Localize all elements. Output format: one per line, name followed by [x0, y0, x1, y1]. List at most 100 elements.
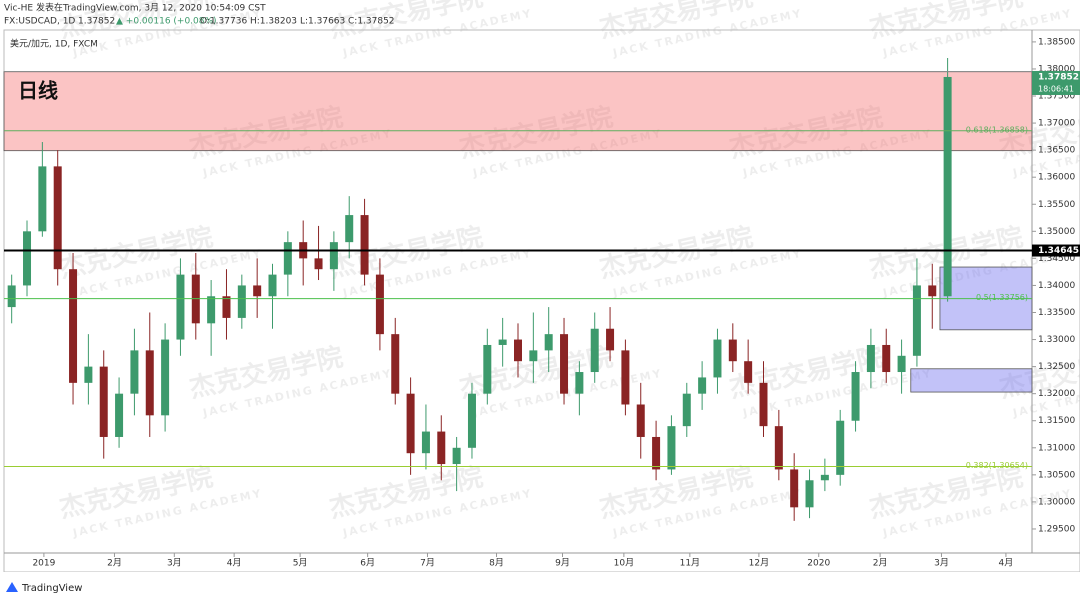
candle-body — [713, 339, 722, 378]
candle-body — [851, 372, 860, 421]
footer — [0, 572, 1080, 600]
candle-body — [759, 382, 768, 427]
ohlc-high: H:1.38203 — [250, 17, 297, 27]
candle-body — [99, 366, 108, 437]
x-tick-label: 9月 — [555, 558, 570, 569]
y-tick-label: 1.32500 — [1038, 362, 1075, 372]
y-tick-label: 1.37500 — [1038, 92, 1075, 102]
candle-body — [882, 344, 891, 373]
countdown: 18:06:41 — [1038, 84, 1074, 93]
candle-body — [23, 231, 32, 286]
candle-body — [805, 480, 814, 508]
x-tick-label: 5月 — [293, 558, 308, 569]
y-tick-label: 1.30000 — [1038, 497, 1075, 507]
price-tag-label: 1.37852 — [1038, 72, 1079, 82]
x-tick-label: 4月 — [227, 558, 242, 569]
change: ▲ +0.00116 (+0.08%) — [116, 17, 217, 27]
y-tick-label: 1.34000 — [1038, 281, 1075, 291]
candle-body — [345, 215, 354, 243]
candle-body — [912, 285, 921, 356]
candle-body — [7, 285, 16, 308]
ohlc-open: O:1.37736 — [200, 17, 247, 27]
candle-body — [774, 426, 783, 470]
y-tick-label: 1.35500 — [1038, 200, 1075, 210]
candle-body — [176, 274, 185, 340]
price-tag — [1032, 70, 1080, 95]
candle-body — [145, 350, 154, 416]
candle-body — [836, 420, 845, 475]
y-tick-label: 1.36000 — [1038, 173, 1075, 183]
x-tick-label: 2019 — [32, 559, 55, 569]
candle-body — [483, 344, 492, 394]
x-tick-label: 7月 — [420, 558, 435, 569]
candle-body — [329, 242, 338, 270]
candle-body — [161, 339, 170, 416]
candle-body — [375, 274, 384, 335]
price-tag — [1032, 244, 1080, 257]
candle-body — [314, 258, 323, 270]
x-tick-label: 11月 — [680, 558, 700, 569]
candle-body — [667, 426, 676, 470]
y-tick-label: 1.38000 — [1038, 64, 1075, 74]
zone — [910, 368, 1033, 393]
zone — [3, 71, 1033, 152]
candle-body — [544, 334, 553, 351]
brand: TradingView — [21, 583, 82, 594]
candle-body — [360, 215, 369, 275]
y-tick-label: 1.38500 — [1038, 37, 1075, 47]
candle-body — [744, 361, 753, 383]
candle-body — [514, 339, 522, 362]
candle-body — [38, 166, 47, 232]
level-label: 0.382(1.30654) — [966, 461, 1028, 470]
candle-body — [790, 469, 799, 508]
y-tick-label: 1.31000 — [1038, 443, 1075, 453]
candle-body — [728, 339, 737, 362]
ohlc-low: L:1.37663 — [300, 17, 345, 27]
candle-body — [222, 296, 231, 318]
candle-body — [253, 285, 262, 297]
candle-body — [406, 393, 415, 454]
candle-body — [130, 350, 139, 394]
x-tick-label: 2月 — [873, 558, 888, 569]
x-tick-label: 6月 — [360, 558, 375, 569]
publish-info: Vic-HE 发表在TradingView.com, 3月 12, 2020 1… — [4, 2, 266, 14]
candle-body — [452, 447, 461, 465]
last-price: 1.37852 — [78, 17, 115, 27]
candle-body — [897, 355, 906, 373]
candle-body — [207, 296, 216, 324]
candle-body — [53, 166, 62, 270]
candle-body — [115, 393, 124, 437]
y-tick-label: 1.34500 — [1038, 254, 1075, 264]
x-tick-label: 2020 — [807, 559, 830, 569]
candle-body — [391, 334, 400, 394]
candle-body — [928, 285, 937, 297]
candle-body — [866, 344, 875, 373]
x-tick-label: 2月 — [107, 558, 122, 569]
candle-body — [636, 404, 645, 437]
candle-body — [437, 431, 446, 465]
x-tick-label: 12月 — [749, 558, 769, 569]
candle-body — [84, 366, 93, 383]
candle-body — [421, 431, 430, 454]
x-tick-label: 8月 — [489, 558, 504, 569]
candle-body — [943, 76, 952, 297]
chart-legend: 美元/加元, 1D, FXCM — [10, 38, 98, 50]
x-tick-label: 3月 — [934, 558, 949, 569]
price-tag-label: 1.34645 — [1038, 246, 1079, 256]
candle-body — [820, 474, 829, 481]
level-label: 0.618(1.36858) — [966, 125, 1028, 134]
x-tick-label: 4月 — [999, 558, 1014, 569]
y-tick-label: 1.37000 — [1038, 119, 1075, 129]
candle-body — [621, 350, 630, 405]
candle-body — [698, 377, 707, 394]
y-tick-label: 1.30500 — [1038, 470, 1075, 480]
candle-body — [652, 436, 661, 470]
timeframe-annotation: 日线 — [18, 79, 58, 103]
y-tick-label: 1.33500 — [1038, 308, 1075, 318]
candle-body — [467, 393, 476, 448]
symbol: FX:USDCAD, 1D — [4, 17, 75, 27]
candle-body — [498, 339, 507, 345]
candle-body — [283, 242, 292, 275]
candle-body — [606, 328, 615, 351]
